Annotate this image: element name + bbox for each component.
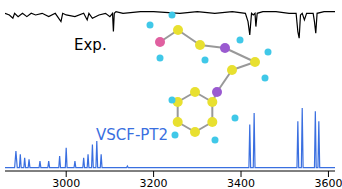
svg-text:3400: 3400	[227, 177, 255, 189]
svg-text:3000: 3000	[52, 177, 80, 189]
svg-text:3600: 3600	[314, 177, 334, 189]
html-text:Exp.: Exp.	[74, 36, 107, 54]
html-text:VSCF-PT2: VSCF-PT2	[96, 126, 169, 144]
svg-text:3200: 3200	[140, 177, 168, 189]
